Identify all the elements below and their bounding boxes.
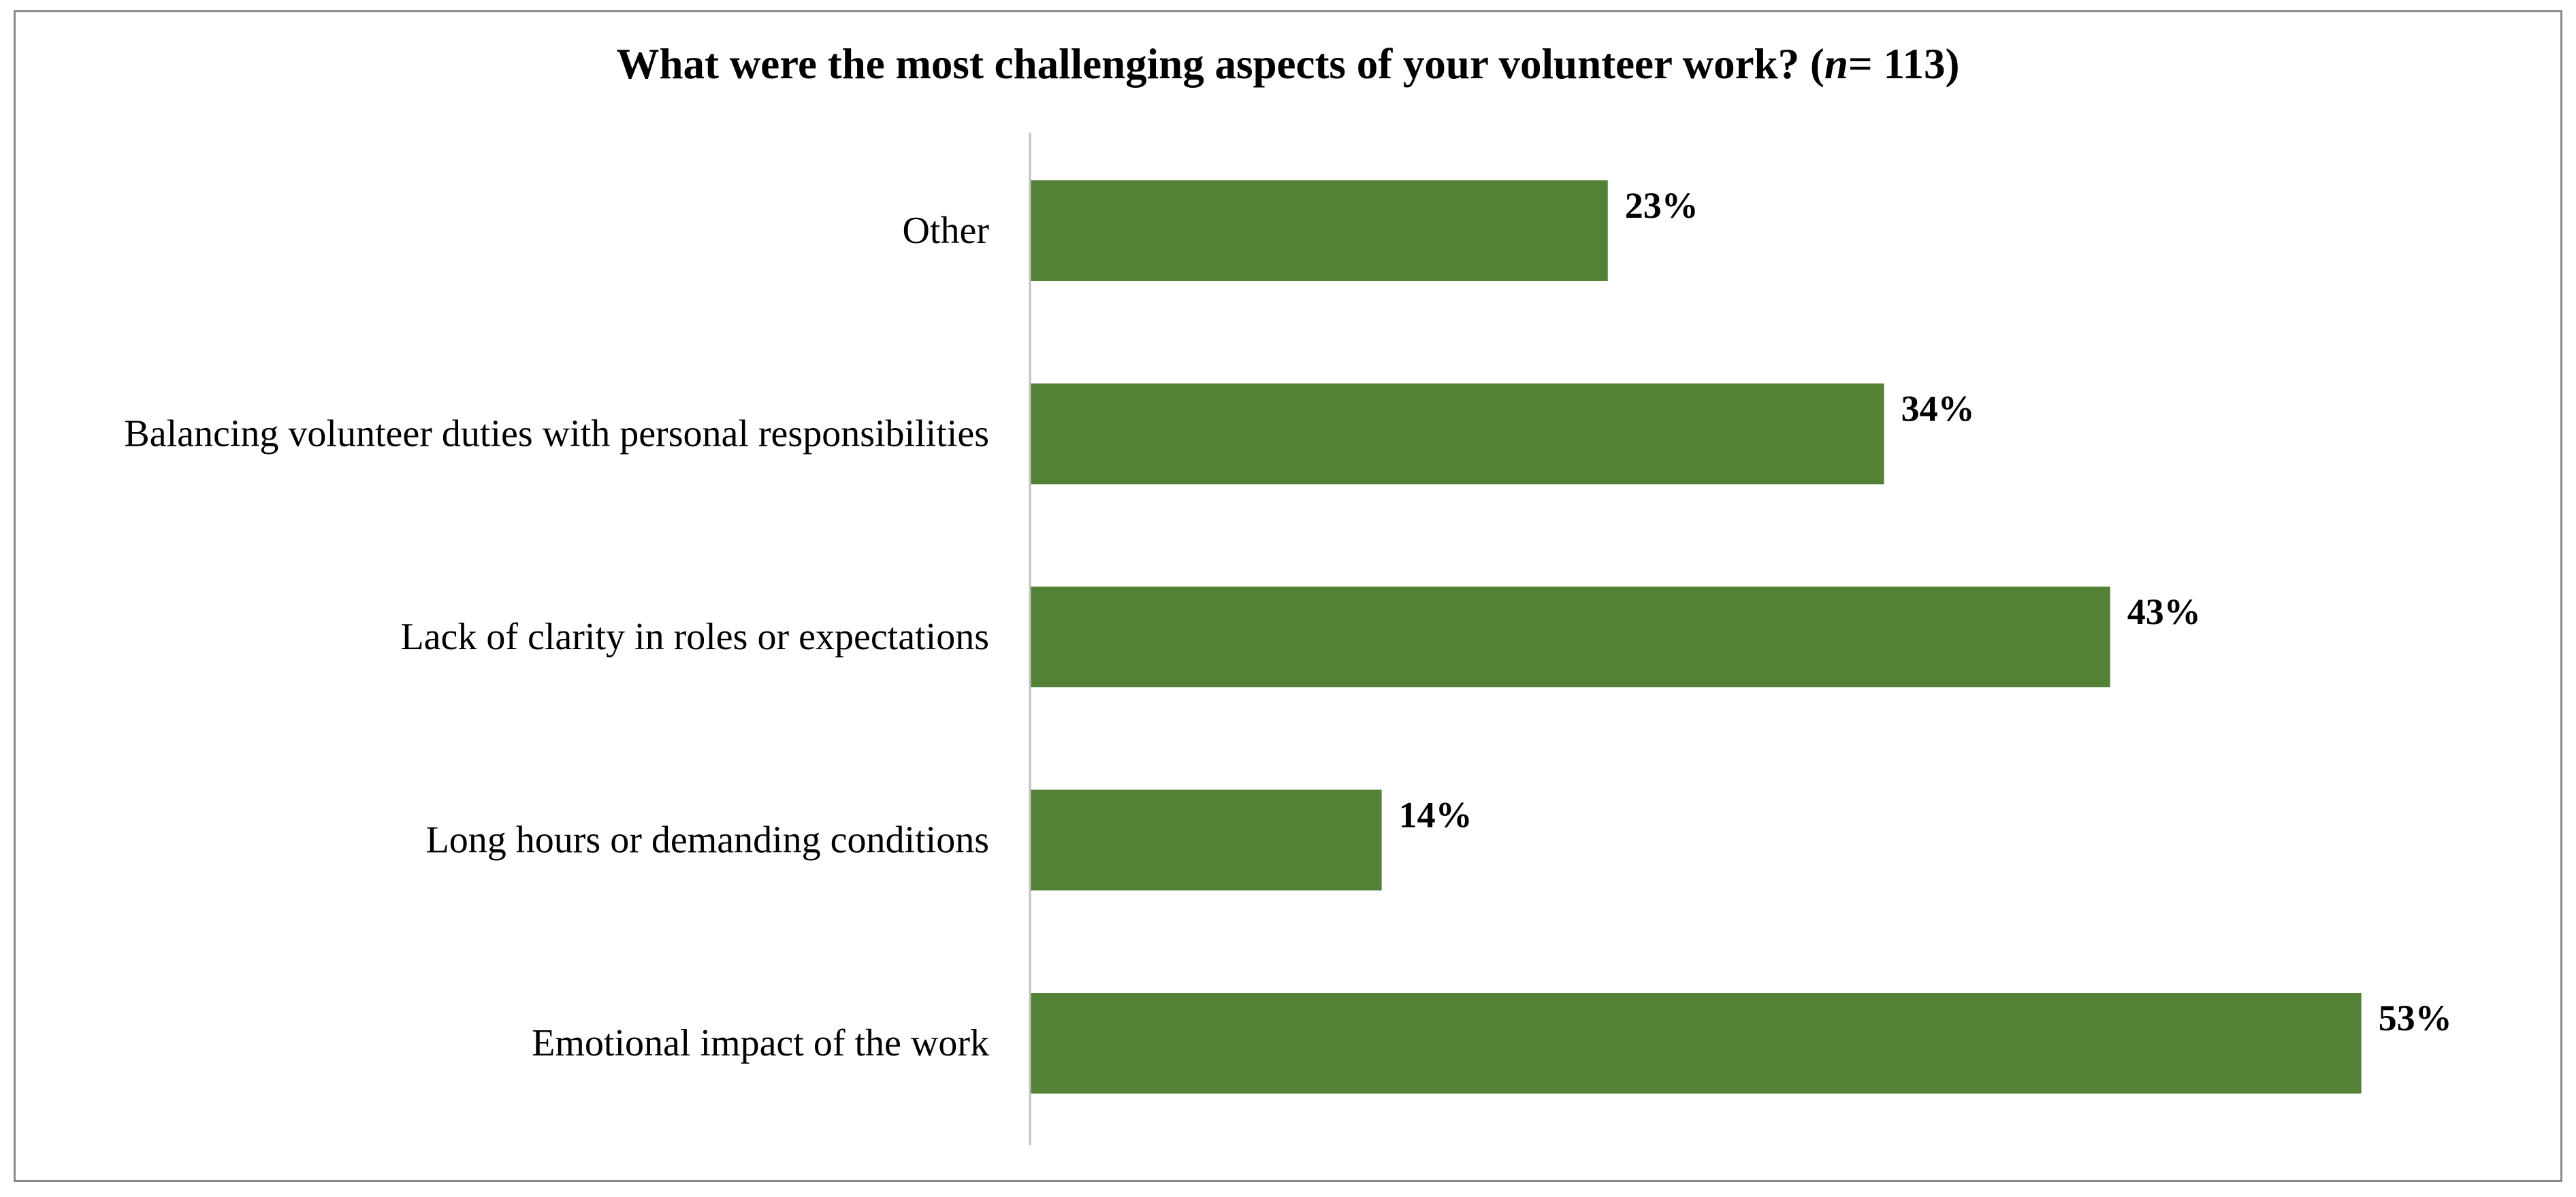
chart-title-n-symbol: n [1824,40,1848,88]
category-label: Emotional impact of the work [532,1022,989,1064]
value-label: 53% [2379,998,2452,1038]
bar [1030,587,2110,687]
value-labels-layer: 23% 34% 43% 14% 53% [1399,185,2452,1038]
chart-title-main: What were the most challenging aspects o… [616,40,1824,88]
bar [1030,383,1884,485]
value-label: 23% [1625,185,1698,226]
category-label: Lack of clarity in roles or expectations [400,616,989,658]
bar [1030,180,1608,281]
bar [1030,993,2362,1094]
category-label: Long hours or demanding conditions [426,819,989,862]
category-label: Balancing volunteer duties with personal… [124,413,989,455]
chart-title-n-value: = 113) [1848,40,1960,88]
bar [1030,789,1382,891]
bars-layer [1030,180,2362,1094]
chart-title: What were the most challenging aspects o… [0,39,2576,89]
value-label: 43% [2127,591,2201,632]
value-label: 34% [1901,389,1975,429]
value-label: 14% [1399,795,1472,836]
category-labels-layer: Other Balancing volunteer duties with per… [124,210,989,1064]
category-label: Other [902,210,989,252]
